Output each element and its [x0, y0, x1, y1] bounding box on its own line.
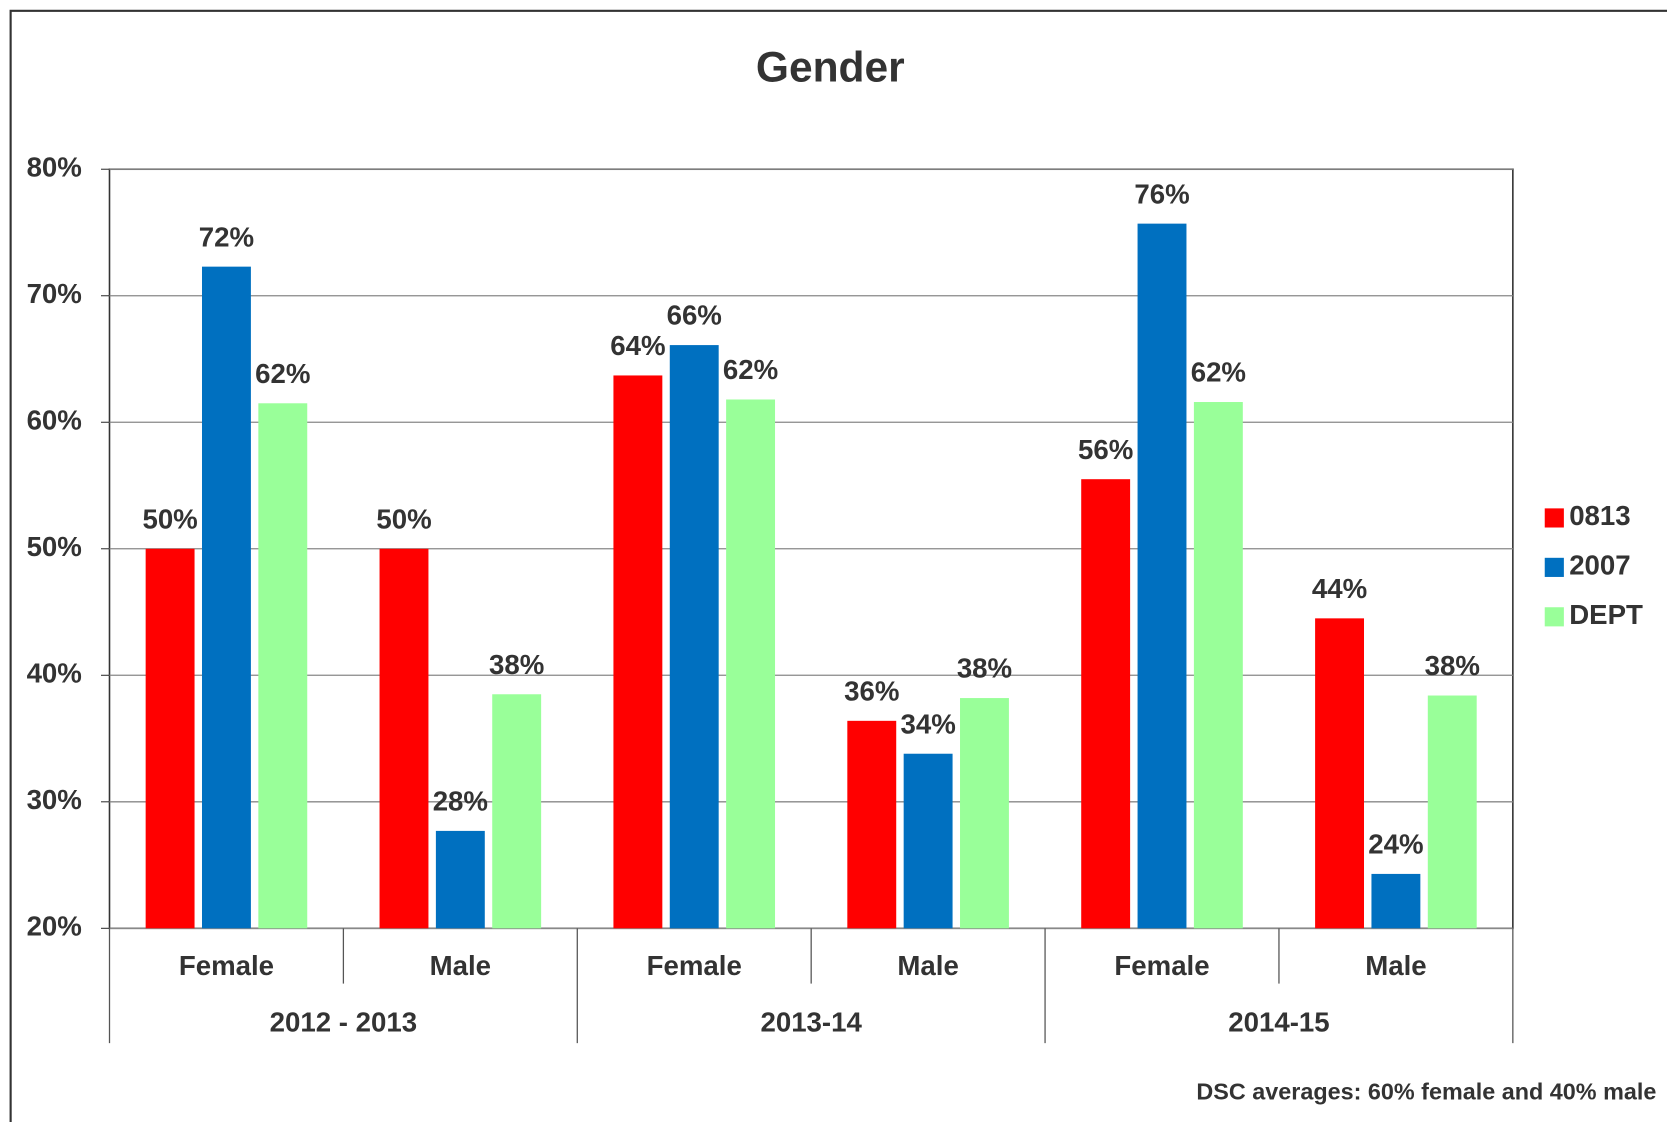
data-label: 44%: [1312, 573, 1367, 604]
y-tick-label: 40%: [27, 658, 82, 689]
data-label: 64%: [610, 330, 665, 361]
y-tick-label: 70%: [27, 278, 82, 309]
data-label: 56%: [1078, 434, 1133, 465]
x-tick-label: Male: [1365, 950, 1426, 981]
data-label: 34%: [900, 708, 955, 739]
data-label: 72%: [199, 221, 254, 252]
legend-label: 2007: [1569, 550, 1630, 581]
bar: [1427, 695, 1477, 929]
bar: [847, 720, 897, 929]
bar: [669, 345, 719, 929]
data-label: 50%: [376, 503, 431, 534]
bar: [613, 375, 663, 929]
legend-swatch: [1544, 508, 1564, 528]
bar: [1371, 873, 1421, 929]
y-tick-label: 50%: [27, 531, 82, 562]
bar: [145, 548, 195, 929]
bar: [1081, 479, 1131, 929]
data-label: 38%: [957, 653, 1012, 684]
data-label: 50%: [142, 503, 197, 534]
group-label: 2013-14: [760, 1006, 862, 1037]
data-label: 62%: [723, 354, 778, 385]
chart-title: Gender: [756, 45, 905, 92]
data-label: 28%: [433, 786, 488, 817]
data-label: 62%: [255, 358, 310, 389]
data-label: 62%: [1191, 357, 1246, 388]
data-label: 38%: [489, 649, 544, 680]
y-tick-label: 20%: [27, 911, 82, 942]
bar: [435, 830, 485, 929]
data-label: 76%: [1134, 178, 1189, 209]
data-label: 66%: [667, 300, 722, 331]
bar: [960, 698, 1009, 929]
legend-label: 0813: [1569, 500, 1630, 531]
bar: [1137, 223, 1187, 929]
data-label: 24%: [1368, 829, 1423, 860]
y-tick-label: 60%: [27, 405, 82, 436]
data-label: 38%: [1425, 650, 1480, 681]
group-label: 2014-15: [1228, 1006, 1329, 1037]
y-tick-label: 30%: [27, 784, 82, 815]
bar: [379, 548, 429, 929]
y-tick-label: 80%: [27, 152, 82, 183]
x-tick-label: Female: [647, 950, 742, 981]
legend-swatch: [1544, 557, 1564, 577]
bar: [492, 694, 542, 929]
bar: [201, 266, 251, 929]
legend-swatch: [1544, 607, 1564, 627]
x-tick-label: Female: [179, 950, 274, 981]
bar: [1315, 618, 1365, 929]
bar: [258, 403, 308, 929]
x-tick-label: Female: [1114, 950, 1209, 981]
group-label: 2012 - 2013: [270, 1006, 417, 1037]
bar: [903, 753, 953, 929]
data-label: 36%: [844, 675, 899, 706]
legend-label: DEPT: [1569, 599, 1643, 630]
bar: [1193, 402, 1243, 929]
x-tick-label: Male: [430, 950, 491, 981]
annotation: DSC averages: 60% female and 40% male: [1196, 1078, 1656, 1104]
x-tick-label: Male: [897, 950, 958, 981]
bar: [726, 399, 776, 929]
